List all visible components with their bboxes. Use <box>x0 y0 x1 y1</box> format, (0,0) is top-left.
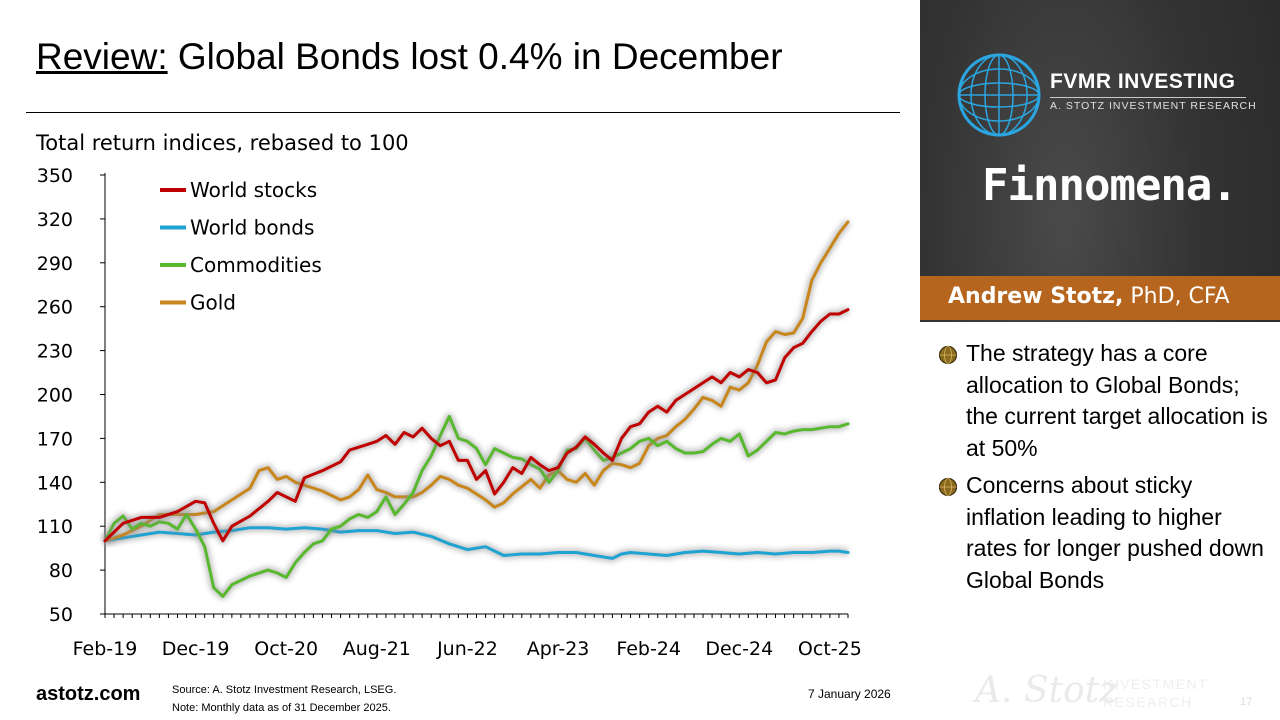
globe-logo-icon <box>957 53 1041 137</box>
author-credentials: PhD, CFA <box>1123 284 1230 309</box>
y-tick-label: 80 <box>49 560 73 582</box>
y-tick-label: 260 <box>37 297 73 319</box>
series-gold <box>103 219 851 545</box>
series-stocks <box>102 306 850 545</box>
slide-content <box>0 0 920 720</box>
note-line: Note: Monthly data as of 31 December 202… <box>172 702 391 714</box>
source-note: Source: A. Stotz Investment Research, LS… <box>172 681 396 717</box>
slide-date: 7 January 2026 <box>808 687 891 701</box>
series-commodities <box>101 412 850 600</box>
y-tick-label: 350 <box>37 165 73 187</box>
chart-title: Total return indices, rebased to 100 <box>35 131 409 155</box>
series-line-gold <box>103 220 850 543</box>
x-tick-label: Oct-20 <box>254 638 318 660</box>
series-line-stocks <box>103 308 850 543</box>
y-tick-label: 50 <box>49 604 73 626</box>
source-line: Source: A. Stotz Investment Research, LS… <box>172 684 397 696</box>
x-tick-label: Dec-19 <box>162 638 230 660</box>
y-tick-label: 290 <box>37 253 73 275</box>
line-chart: Total return indices, rebased to 100 50 8… <box>35 131 862 660</box>
legend-label: Gold <box>190 291 236 315</box>
x-axis: Feb-19 Dec-19 Oct-20 Aug-21 Jun-22 Apr-23 Feb-… <box>73 613 862 660</box>
globe-bullet-icon <box>938 345 958 365</box>
bullet-panel: The strategy has a core allocation to Gl… <box>920 322 1280 720</box>
bullet-item: Concerns about sticky inflation leading … <box>938 470 1272 596</box>
legend-label: World stocks <box>190 178 317 202</box>
legend: World stocks World bonds Commodities Gold <box>160 178 322 315</box>
series-layer <box>101 219 851 600</box>
title-prefix: Review: <box>36 36 168 77</box>
x-tick-label: Feb-19 <box>73 638 138 660</box>
author-name: Andrew Stotz, <box>948 284 1124 309</box>
legend-label: Commodities <box>190 253 322 277</box>
y-tick-label: 170 <box>37 428 73 450</box>
signature-logo: A. Stotz <box>975 670 1119 711</box>
globe-bullet-icon <box>938 477 958 497</box>
x-tick-label: Oct-25 <box>798 638 862 660</box>
series-line-bonds <box>103 526 850 560</box>
x-tick-label: Dec-24 <box>705 638 773 660</box>
slide-title: Review: Global Bonds lost 0.4% in Decemb… <box>36 36 783 78</box>
title-rest: Global Bonds lost 0.4% in December <box>167 36 783 77</box>
finnomena-logo: Finnomena. <box>982 160 1238 211</box>
series-bonds <box>103 524 850 562</box>
fvmr-subtitle: A. STOTZ INVESTMENT RESEARCH <box>1050 100 1257 112</box>
research-line: RESEARCH <box>1103 694 1193 710</box>
brand-url[interactable]: astotz.com <box>36 683 141 705</box>
x-tick-label: Feb-24 <box>616 638 681 660</box>
y-axis: 50 80 110 140 170 200 230 260 290 320 350 <box>37 165 106 626</box>
bullet-text: Concerns about sticky inflation leading … <box>966 472 1264 593</box>
bullet-text: The strategy has a core allocation to Gl… <box>966 340 1268 461</box>
page-number: 17 <box>1240 696 1253 708</box>
series-line-commodities <box>103 414 850 598</box>
investment-research-logo: INVESTMENT RESEARCH <box>1103 675 1208 711</box>
title-divider <box>26 112 900 113</box>
y-tick-label: 110 <box>37 516 73 538</box>
y-tick-label: 320 <box>37 209 73 231</box>
y-tick-label: 200 <box>37 385 73 407</box>
y-tick-label: 230 <box>37 341 73 363</box>
author-band: Andrew Stotz, PhD, CFA <box>920 276 1280 320</box>
x-tick-label: Aug-21 <box>343 638 411 660</box>
legend-label: World bonds <box>190 216 314 240</box>
x-tick-label: Jun-22 <box>436 638 498 660</box>
bullet-item: The strategy has a core allocation to Gl… <box>938 338 1272 464</box>
author: Andrew Stotz, PhD, CFA <box>948 284 1230 309</box>
fvmr-name: FVMR INVESTING <box>1050 70 1236 93</box>
y-tick-label: 140 <box>37 472 73 494</box>
investment-line: INVESTMENT <box>1103 676 1209 692</box>
fvmr-divider <box>1050 97 1246 98</box>
x-tick-label: Apr-23 <box>527 638 590 660</box>
